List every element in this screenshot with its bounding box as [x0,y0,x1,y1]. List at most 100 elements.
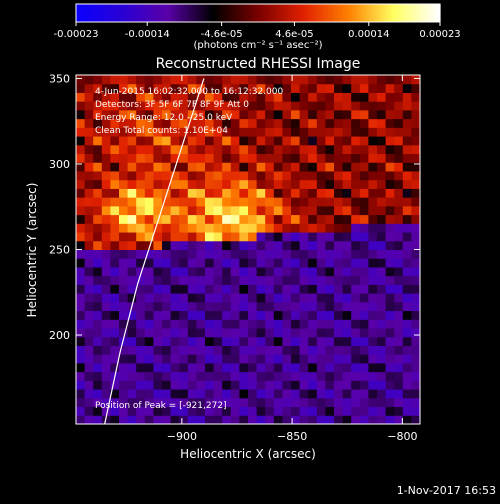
heatmap-cell [179,345,189,355]
heatmap-cell [325,362,335,373]
heatmap-cell [213,188,223,198]
heatmap-cell [334,389,344,399]
heatmap-cell [119,362,129,373]
heatmap-cell [222,284,232,294]
heatmap-cell [411,83,420,93]
heatmap-cell [119,205,129,216]
heatmap-cell [256,301,266,312]
heatmap-cell [205,319,215,329]
heatmap-cell [239,205,249,216]
heatmap-cell [377,162,387,172]
heatmap-cell [239,336,249,346]
colorbar-cell [239,4,244,22]
heatmap-cell [162,92,172,102]
heatmap-cell [299,188,309,198]
heatmap-cell [136,188,146,198]
heatmap-cell [170,336,180,346]
heatmap-cell [76,144,86,155]
heatmap-cell [411,144,420,155]
heatmap-cell [377,214,387,224]
heatmap-cell [127,240,137,250]
heatmap-cell [359,415,369,424]
y-tick-label: 250 [49,244,70,257]
heatmap-cell [187,397,197,408]
colorbar-cell [182,4,186,22]
heatmap-cell [316,83,326,93]
heatmap-cell [368,232,378,242]
heatmap-cell [205,415,215,424]
heatmap-cell [316,188,326,198]
heatmap-cell [299,284,309,294]
heatmap-cell [299,136,309,146]
heatmap-cell [394,266,404,277]
heatmap-cell [136,205,146,216]
heatmap-cell [273,162,283,172]
heatmap-cell [299,406,309,416]
heatmap-cell [179,406,189,416]
colorbar-cell [248,4,253,22]
heatmap-cell [93,293,103,303]
heatmap-cell [265,336,275,346]
heatmap-cell [153,136,163,146]
heatmap-cell [153,232,163,242]
heatmap-cell [248,397,258,408]
heatmap-cell [334,170,344,181]
heatmap-cell [368,118,378,128]
heatmap-cell [101,83,111,93]
heatmap-cell [93,101,103,111]
heatmap-cell [316,205,326,216]
colorbar-tick-label: -0.00014 [125,29,170,40]
heatmap-cell [282,362,292,373]
heatmap-cell [248,83,258,93]
heatmap-cell [213,136,223,146]
heatmap-cell [316,266,326,277]
heatmap-cell [325,258,335,268]
heatmap-cell [153,153,163,163]
heatmap-cell [273,170,283,181]
heatmap-cell [187,249,197,259]
heatmap-cell [84,214,94,224]
heatmap-cell [205,101,215,111]
heatmap-cell [402,284,412,294]
heatmap-cell [411,197,420,207]
heatmap-cell [385,197,395,207]
heatmap-cell [222,197,232,207]
heatmap-cell [351,336,361,346]
heatmap-cell [342,214,352,224]
heatmap-cell [411,284,420,294]
heatmap-cell [334,162,344,172]
heatmap-cell [256,406,266,416]
heatmap-cell [136,354,146,364]
heatmap-cell [222,319,232,329]
heatmap-cell [291,127,301,137]
heatmap-cell [230,153,240,163]
heatmap-cell [368,144,378,155]
heatmap-cell [84,170,94,181]
heatmap-cell [170,266,180,277]
heatmap-cell [377,354,387,364]
heatmap-cell [334,415,344,424]
heatmap-cell [299,75,309,85]
heatmap-cell [162,275,172,285]
heatmap-cell [222,345,232,355]
colorbar-tick-label: 0.00023 [419,29,460,40]
heatmap-cell [265,301,275,312]
heatmap-cell [351,170,361,181]
heatmap-cell [170,310,180,320]
heatmap-cell [351,179,361,189]
heatmap-cell [127,362,137,373]
heatmap-cell [291,275,301,285]
heatmap-cell [101,118,111,128]
heatmap-cell [394,118,404,128]
colorbar-cell [436,4,441,22]
heatmap-cell [359,275,369,285]
heatmap-cell [273,83,283,93]
heatmap-cell [187,188,197,198]
heatmap-cell [205,301,215,312]
heatmap-cell [76,415,86,424]
heatmap-cell [402,136,412,146]
heatmap-cell [119,249,129,259]
heatmap-cell [359,179,369,189]
heatmap-cell [282,118,292,128]
heatmap-cell [334,101,344,111]
